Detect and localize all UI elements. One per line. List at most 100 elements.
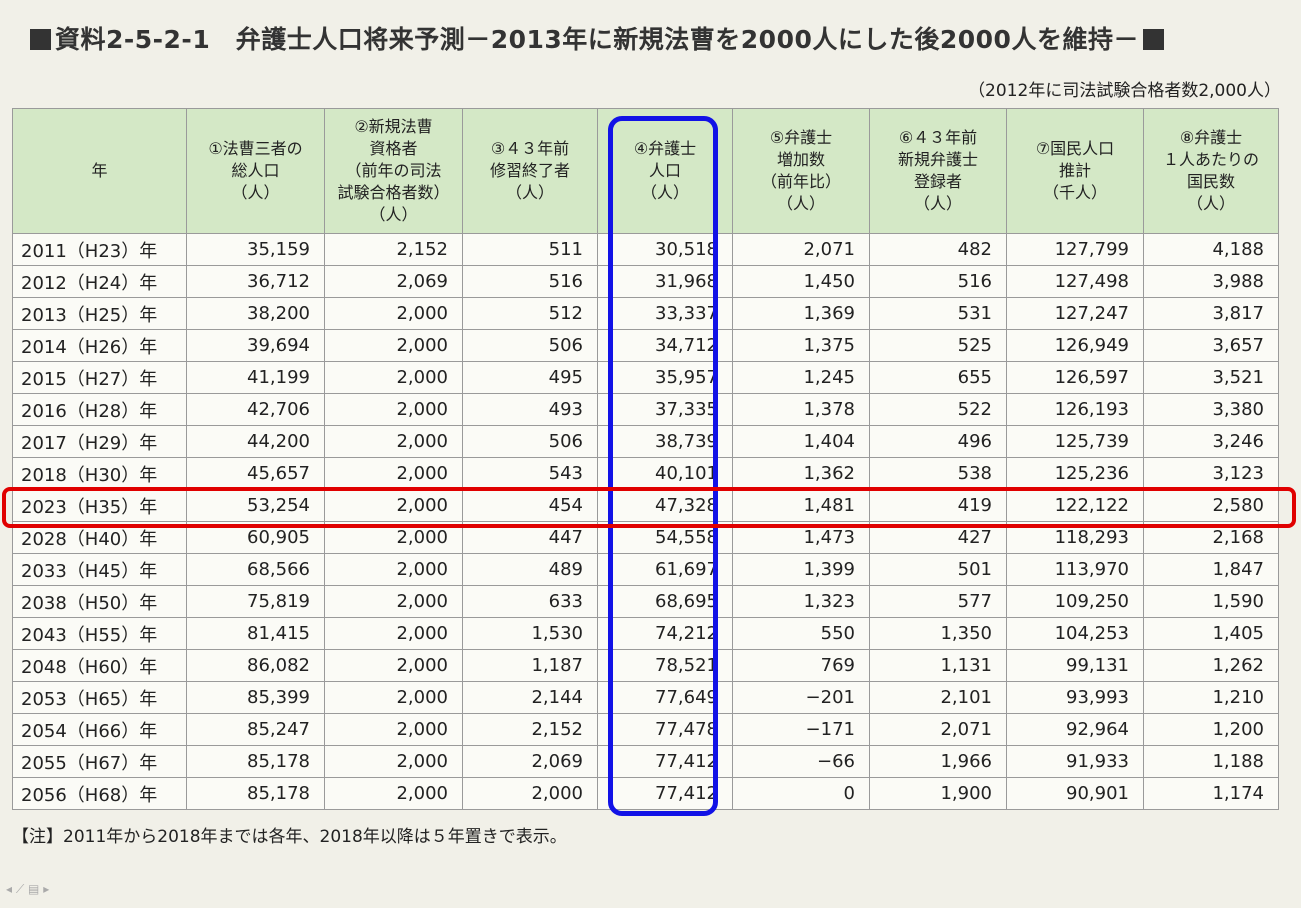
column-header-line: （人） [505, 183, 554, 202]
table-cell: 2,000 [324, 553, 463, 586]
table-cell: 3,521 [1143, 361, 1279, 394]
table-cell: 1,481 [732, 489, 870, 522]
year-cell: 2054（H66）年 [12, 713, 187, 746]
table-cell: 2,152 [324, 233, 463, 266]
year-cell: 2055（H67）年 [12, 745, 187, 778]
column-header-line: （前年比） [760, 172, 841, 191]
page-nav-icons[interactable]: ◂ ⟋ ▤ ▸ [6, 882, 50, 896]
table-row: 2043（H55）年 81,415 2,000 1,530 74,212 550 1,350… [12, 617, 1279, 650]
table-cell: 2,000 [324, 617, 463, 650]
column-header-line: （人） [913, 194, 962, 213]
table-cell: 3,380 [1143, 393, 1279, 426]
table-cell: 2,000 [324, 393, 463, 426]
table-cell: 85,178 [186, 745, 325, 778]
table-cell: 45,657 [186, 457, 325, 490]
table-cell: 68,695 [597, 585, 733, 618]
table-cell: 2,069 [324, 265, 463, 298]
column-header-1: 年 [12, 108, 187, 234]
year-cell: 2015（H27）年 [12, 361, 187, 394]
column-header-line: ①法曹三者の [208, 139, 303, 158]
table-cell: 1,847 [1143, 553, 1279, 586]
year-cell: 2056（H68）年 [12, 777, 187, 810]
table-cell: 2,000 [324, 297, 463, 330]
table-cell: 2,000 [324, 521, 463, 554]
table-cell: 1,131 [869, 649, 1007, 682]
column-header-line: 修習終了者 [489, 161, 570, 180]
column-header-line: （人） [776, 194, 825, 213]
table-cell: 2,168 [1143, 521, 1279, 554]
table-cell: 3,246 [1143, 425, 1279, 458]
table-cell: 1,362 [732, 457, 870, 490]
table-row: 2038（H50）年 75,819 2,000 633 68,695 1,323 577 10… [12, 585, 1279, 618]
table-cell: 3,657 [1143, 329, 1279, 362]
table-cell: 2,000 [324, 777, 463, 810]
table-cell: 38,200 [186, 297, 325, 330]
column-header-line: （人） [369, 205, 418, 224]
year-cell: 2043（H55）年 [12, 617, 187, 650]
column-header-4: ③４３年前修習終了者 （人） [462, 108, 598, 234]
table-cell: 2,580 [1143, 489, 1279, 522]
table-cell: 77,649 [597, 681, 733, 714]
table-cell: 126,597 [1006, 361, 1144, 394]
column-header-6: ⑤弁護士 増加数 （前年比） （人） [732, 108, 870, 234]
table-note: 【注】2011年から2018年までは各年、2018年以降は５年置きで表示。 [12, 827, 567, 847]
table-cell: 85,399 [186, 681, 325, 714]
table-cell: 543 [462, 457, 598, 490]
column-header-line: ⑦国民人口 [1035, 139, 1115, 158]
column-header-line: 試験合格者数） [337, 183, 450, 202]
table-cell: 506 [462, 425, 598, 458]
table-row: 2028（H40）年 60,905 2,000 447 54,558 1,473 427 11… [12, 521, 1279, 554]
table-cell: 39,694 [186, 329, 325, 362]
column-header-line: 人口 [648, 161, 681, 180]
table-cell: 2,152 [462, 713, 598, 746]
table-cell: 74,212 [597, 617, 733, 650]
table-cell: 85,247 [186, 713, 325, 746]
table-cell: 769 [732, 649, 870, 682]
table-cell: 2,000 [324, 713, 463, 746]
table-cell: 113,970 [1006, 553, 1144, 586]
table-cell: 2,000 [462, 777, 598, 810]
table-cell: 61,697 [597, 553, 733, 586]
table-cell: 1,210 [1143, 681, 1279, 714]
table-cell: 489 [462, 553, 598, 586]
column-header-line: 年 [91, 161, 108, 180]
table-cell: 493 [462, 393, 598, 426]
table-cell: 522 [869, 393, 1007, 426]
table-cell: −66 [732, 745, 870, 778]
column-header-line: （前年の司法 [345, 161, 442, 180]
table-cell: 42,706 [186, 393, 325, 426]
table-cell: 1,473 [732, 521, 870, 554]
table-cell: 633 [462, 585, 598, 618]
square-bullet-icon [1142, 29, 1164, 50]
column-header-line: ⑥４３年前 [898, 128, 978, 147]
column-header-line: （人） [231, 183, 280, 202]
table-cell: 104,253 [1006, 617, 1144, 650]
table-row: 2015（H27）年 41,199 2,000 495 35,957 1,245 655 12… [12, 361, 1279, 394]
table-row: 2012（H24）年 36,712 2,069 516 31,968 1,450 516 12… [12, 265, 1279, 298]
table-cell: 2,071 [732, 233, 870, 266]
table-cell: 47,328 [597, 489, 733, 522]
table-cell: 81,415 [186, 617, 325, 650]
column-header-line: ⑤弁護士 [769, 128, 833, 147]
table-cell: 85,178 [186, 777, 325, 810]
table-row: 2011（H23）年 35,159 2,152 511 30,518 2,071 482 12… [12, 233, 1279, 266]
table-row: 2016（H28）年 42,706 2,000 493 37,335 1,378 522 12… [12, 393, 1279, 426]
table-row: 2014（H26）年 39,694 2,000 506 34,712 1,375 525 12… [12, 329, 1279, 362]
year-cell: 2013（H25）年 [12, 297, 187, 330]
table-cell: 41,199 [186, 361, 325, 394]
table-cell: 531 [869, 297, 1007, 330]
table-cell: 1,405 [1143, 617, 1279, 650]
table-cell: 1,450 [732, 265, 870, 298]
column-header-line: ③４３年前 [490, 139, 570, 158]
table-cell: 538 [869, 457, 1007, 490]
column-header-line: 推計 [1058, 161, 1091, 180]
table-cell: 1,350 [869, 617, 1007, 650]
table-cell: 36,712 [186, 265, 325, 298]
table-cell: 511 [462, 233, 598, 266]
table-cell: 2,000 [324, 457, 463, 490]
table-cell: 53,254 [186, 489, 325, 522]
column-header-line: ⑧弁護士 [1179, 128, 1243, 147]
table-cell: 35,957 [597, 361, 733, 394]
column-header-line: 新規弁護士 [897, 150, 978, 169]
table-row: 2048（H60）年 86,082 2,000 1,187 78,521 769 1,131… [12, 649, 1279, 682]
